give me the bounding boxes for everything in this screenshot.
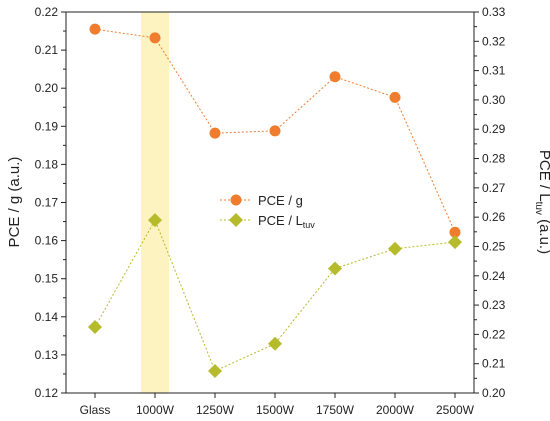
y-left-tick-label: 0.17 — [35, 196, 59, 210]
y-right-tick-label: 0.20 — [482, 386, 506, 400]
y-right-tick-label: 0.32 — [482, 34, 506, 48]
y-right-tick-label: 0.27 — [482, 181, 506, 195]
point-pce-l — [148, 213, 162, 228]
point-pce-l — [448, 235, 462, 250]
y-left-axis-label: PCE / g (a.u.) — [6, 157, 23, 248]
x-tick-label: 2500W — [436, 403, 475, 417]
x-tick-label: 1000W — [136, 403, 175, 417]
point-pce-g — [329, 71, 341, 83]
y-right-axis-label: PCE / Ltuv (a.u.) — [533, 150, 550, 254]
y-right-tick-label: 0.31 — [482, 64, 506, 78]
legend-label-pce-l: PCE / Ltuv — [258, 213, 315, 230]
x-tick-label: 1500W — [256, 403, 295, 417]
y-right-label-main: PCE / L — [536, 150, 550, 202]
point-pce-g — [389, 91, 401, 103]
plot-marks — [88, 23, 462, 379]
y-left-tick-label: 0.18 — [35, 157, 59, 171]
y-right-tick-label: 0.30 — [482, 93, 506, 107]
highlight-band — [141, 12, 169, 393]
point-pce-g — [449, 226, 461, 238]
x-tick-label: 1250W — [196, 403, 235, 417]
y-right-label-unit: (a.u.) — [536, 215, 550, 254]
y-right-tick-label: 0.26 — [482, 210, 506, 224]
point-pce-g — [209, 127, 221, 139]
axis-ticks: Glass 1000W 1250W 1500W 1750W 2000W 2500W 0.12 0… — [35, 5, 506, 417]
point-pce-l — [88, 320, 102, 335]
y-left-tick-label: 0.21 — [35, 43, 59, 57]
y-right-tick-label: 0.21 — [482, 357, 506, 371]
y-right-tick-label: 0.25 — [482, 239, 506, 253]
y-right-tick-label: 0.23 — [482, 298, 506, 312]
point-pce-g — [89, 23, 101, 35]
point-pce-l — [388, 241, 402, 256]
y-left-tick-label: 0.15 — [35, 272, 59, 286]
y-right-tick-label: 0.24 — [482, 269, 506, 283]
y-left-tick-label: 0.16 — [35, 234, 59, 248]
point-pce-l — [268, 336, 282, 351]
legend-marker-pce-l — [229, 213, 243, 227]
point-pce-g — [149, 32, 161, 44]
y-left-tick-label: 0.12 — [35, 386, 59, 400]
y-right-tick-label: 0.28 — [482, 152, 506, 166]
point-pce-l — [208, 364, 222, 379]
y-left-tick-label: 0.20 — [35, 81, 59, 95]
legend-marker-pce-g — [230, 194, 242, 206]
y-left-label-main: PCE / g — [6, 196, 23, 248]
y-left-label-unit: (a.u.) — [6, 157, 23, 196]
legend: PCE / g PCE / Ltuv — [220, 193, 315, 230]
legend-label-pce-g: PCE / g — [258, 193, 303, 208]
point-pce-l — [328, 261, 342, 276]
x-tick-label: 2000W — [376, 403, 415, 417]
x-tick-label: Glass — [80, 403, 111, 417]
x-tick-label: 1750W — [316, 403, 355, 417]
y-right-tick-label: 0.29 — [482, 122, 506, 136]
y-left-tick-label: 0.14 — [35, 310, 59, 324]
y-right-label-sub: tuv — [533, 202, 544, 215]
y-left-tick-label: 0.13 — [35, 348, 59, 362]
y-left-tick-label: 0.22 — [35, 5, 59, 19]
y-right-tick-label: 0.33 — [482, 5, 506, 19]
y-right-tick-label: 0.22 — [482, 327, 506, 341]
point-pce-g — [269, 125, 281, 137]
y-left-tick-label: 0.19 — [35, 119, 59, 133]
